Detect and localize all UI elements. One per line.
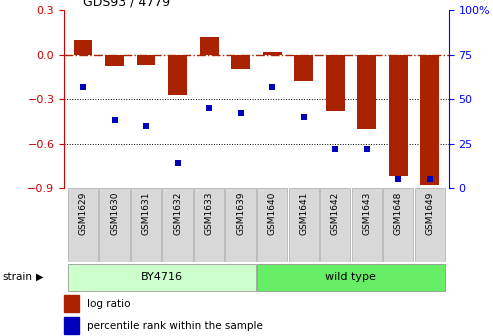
Bar [389, 55, 408, 176]
Bar [168, 55, 187, 95]
Bar [257, 263, 445, 291]
Bar [231, 55, 250, 70]
Bar [294, 55, 313, 81]
Text: ▶: ▶ [36, 271, 43, 282]
Bar [64, 317, 79, 334]
Bar [131, 188, 161, 262]
Text: GSM1648: GSM1648 [394, 192, 403, 235]
Text: GSM1632: GSM1632 [173, 192, 182, 235]
Text: GSM1630: GSM1630 [110, 192, 119, 235]
Text: GSM1641: GSM1641 [299, 192, 308, 235]
Text: log ratio: log ratio [87, 299, 131, 309]
Text: wild type: wild type [325, 271, 376, 282]
Text: percentile rank within the sample: percentile rank within the sample [87, 321, 263, 331]
Bar [68, 263, 256, 291]
Text: GSM1642: GSM1642 [331, 192, 340, 235]
Bar [162, 188, 193, 262]
Text: GSM1649: GSM1649 [425, 192, 434, 235]
Bar [100, 188, 130, 262]
Bar [194, 188, 224, 262]
Text: GSM1633: GSM1633 [205, 192, 213, 235]
Bar [225, 188, 256, 262]
Bar [288, 188, 319, 262]
Text: GSM1631: GSM1631 [141, 192, 150, 235]
Bar [73, 40, 93, 55]
Bar [383, 188, 413, 262]
Bar [415, 188, 445, 262]
Bar [68, 188, 98, 262]
Bar [263, 52, 282, 55]
Bar [420, 55, 439, 185]
Text: GSM1639: GSM1639 [236, 192, 245, 235]
Bar [326, 55, 345, 111]
Bar [357, 55, 376, 129]
Text: strain: strain [2, 271, 33, 282]
Bar [200, 37, 218, 55]
Bar [137, 55, 155, 65]
Text: GSM1640: GSM1640 [268, 192, 277, 235]
Text: GDS93 / 4779: GDS93 / 4779 [83, 0, 171, 9]
Bar [352, 188, 382, 262]
Text: GSM1643: GSM1643 [362, 192, 371, 235]
Bar [105, 55, 124, 67]
Text: GSM1629: GSM1629 [78, 192, 87, 235]
Bar [64, 295, 79, 312]
Bar [320, 188, 351, 262]
Text: BY4716: BY4716 [141, 271, 183, 282]
Bar [257, 188, 287, 262]
